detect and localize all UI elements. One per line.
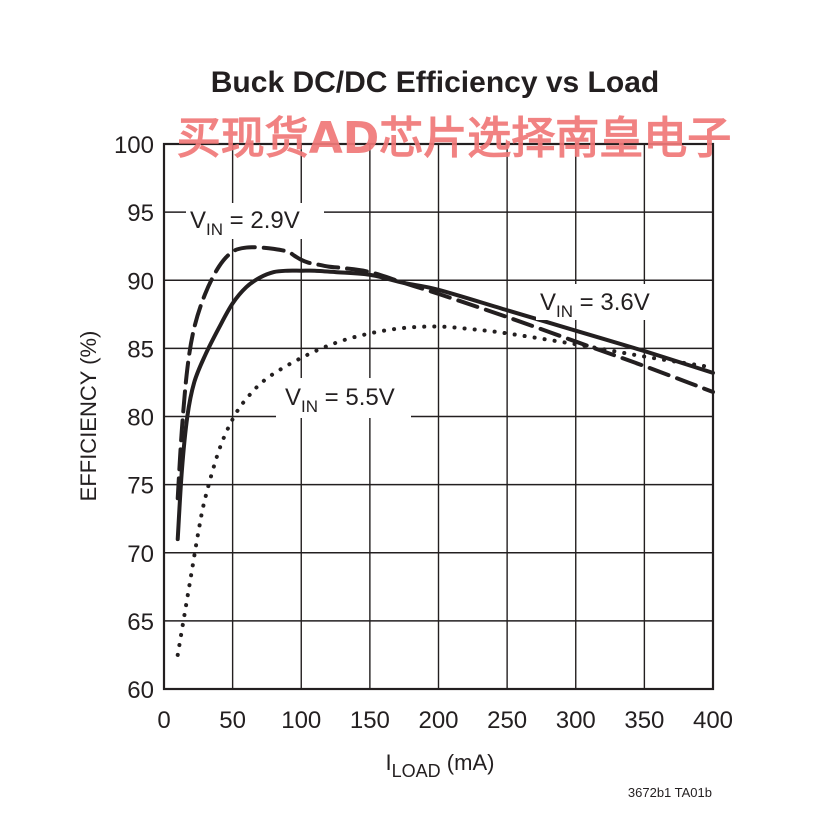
series-label-vin-2-9: VIN = 2.9V: [190, 207, 300, 239]
x-tick-label: 100: [281, 707, 321, 734]
series-label-main: V: [190, 207, 206, 234]
y-tick-label: 70: [127, 541, 154, 568]
series-label-vin-3-6: VIN = 3.6V: [540, 289, 650, 321]
x-axis-label: ILOAD (mA): [386, 750, 495, 781]
series-label-bg-55: [276, 378, 411, 418]
series-label-sub: IN: [301, 397, 318, 416]
series-label-rest: = 3.6V: [573, 289, 650, 316]
y-tick-label: 65: [127, 609, 154, 636]
series-lines: [175, 245, 715, 657]
series-line-solid: [175, 268, 715, 542]
y-axis-label: EFFICIENCY (%): [76, 331, 101, 502]
series-label-sub: IN: [206, 220, 223, 239]
series-label-bg-36: [536, 284, 664, 320]
watermark-text: 买现货AD芯片选择南皇电子: [177, 113, 732, 164]
series-label-main: V: [540, 289, 556, 316]
y-tick-label: 95: [127, 200, 154, 227]
y-tick-label: 60: [127, 677, 154, 704]
x-tick-label: 300: [556, 707, 596, 734]
x-tick-label: 150: [350, 707, 390, 734]
series-line-dotted: [175, 324, 715, 657]
y-tick-label: 75: [127, 473, 154, 500]
x-tick-label: 200: [418, 707, 458, 734]
plot-frame: [162, 142, 715, 691]
y-tick-label: 80: [127, 405, 154, 432]
x-tick-label: 250: [487, 707, 527, 734]
x-tick-label: 0: [157, 707, 170, 734]
x-axis-label-unit: (mA): [441, 750, 495, 775]
y-tick-label: 90: [127, 268, 154, 295]
x-axis-label-sub: LOAD: [392, 761, 441, 781]
x-tick-label: 400: [693, 707, 733, 734]
series-label-rest: = 5.5V: [318, 384, 395, 411]
series-line-dashed: [175, 245, 715, 501]
series-label-main: V: [285, 384, 301, 411]
series-label-vin-5-5: VIN = 5.5V: [285, 384, 395, 416]
x-tick-label: 50: [219, 707, 246, 734]
figure-id: 3672b1 TA01b: [628, 785, 712, 800]
series-label-sub: IN: [556, 302, 573, 321]
y-tick-label: 85: [127, 336, 154, 363]
x-tick-label: 350: [624, 707, 664, 734]
x-tick-labels: 0 50 100 150 200 250 300 350 400: [157, 707, 733, 734]
series-label-bg-29: [186, 203, 324, 239]
x-axis-label-main: I: [386, 750, 392, 775]
series-label-rest: = 2.9V: [223, 207, 300, 234]
y-tick-label: 100: [114, 132, 154, 159]
chart-title: Buck DC/DC Efficiency vs Load: [211, 66, 659, 99]
y-tick-labels: 60 65 70 75 80 85 90 95 100: [114, 132, 154, 704]
